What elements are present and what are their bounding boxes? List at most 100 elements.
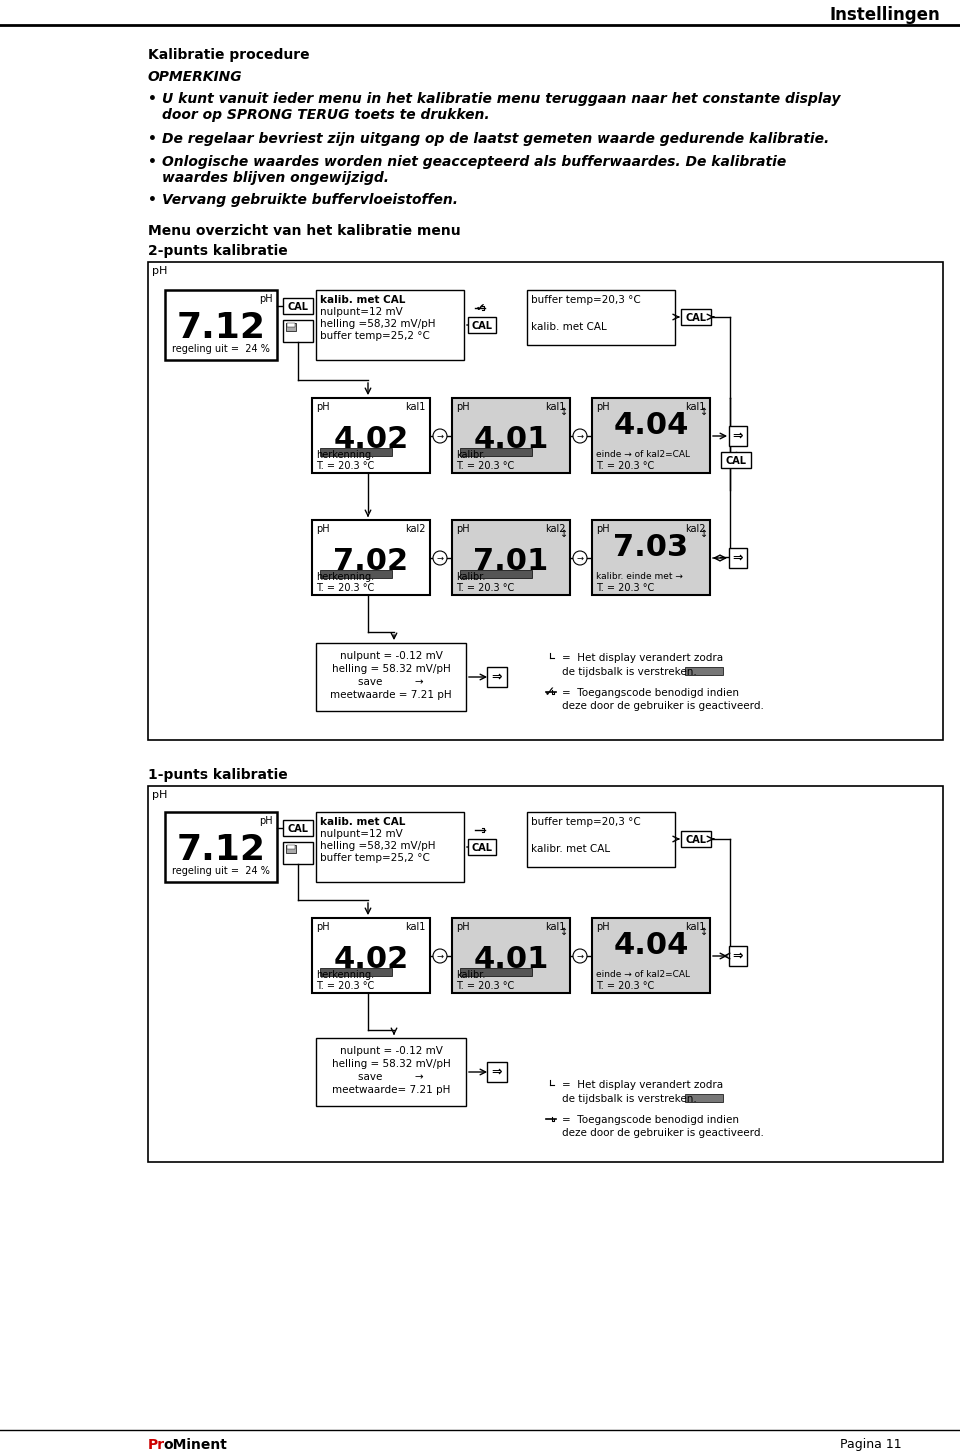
Text: herkenning.: herkenning. <box>316 571 374 582</box>
Text: 4.04: 4.04 <box>613 411 688 441</box>
Text: ✔: ✔ <box>475 302 485 313</box>
Text: ✓: ✓ <box>544 685 556 699</box>
Text: einde → of kal2=CAL: einde → of kal2=CAL <box>596 970 690 979</box>
Text: ⇒: ⇒ <box>492 1066 502 1079</box>
Bar <box>721 452 751 468</box>
Text: ⇒: ⇒ <box>492 670 502 683</box>
Text: T. = 20.3 °C: T. = 20.3 °C <box>456 981 515 992</box>
Text: nulpunt=12 mV: nulpunt=12 mV <box>320 307 403 317</box>
Bar <box>283 298 313 314</box>
Bar <box>316 289 464 361</box>
Text: CAL: CAL <box>471 321 492 332</box>
Text: 4.04: 4.04 <box>613 932 688 961</box>
Text: pH: pH <box>596 922 610 932</box>
Text: ↕: ↕ <box>560 928 568 936</box>
Bar <box>283 842 313 864</box>
Circle shape <box>542 1115 550 1122</box>
Bar <box>460 968 532 976</box>
Text: kal1: kal1 <box>406 922 426 932</box>
Text: T. = 20.3 °C: T. = 20.3 °C <box>456 461 515 471</box>
Text: =  Toegangscode benodigd indien: = Toegangscode benodigd indien <box>562 688 739 698</box>
Text: kalibr. einde met →: kalibr. einde met → <box>596 571 683 582</box>
Bar <box>681 832 711 848</box>
Text: kal1: kal1 <box>406 401 426 411</box>
Bar <box>165 811 277 883</box>
Text: 7.12: 7.12 <box>177 311 266 345</box>
Text: de tijdsbalk is verstreken.: de tijdsbalk is verstreken. <box>562 1093 697 1104</box>
Text: pH: pH <box>259 294 273 304</box>
Circle shape <box>573 949 587 963</box>
Text: 1-punts kalibratie: 1-punts kalibratie <box>148 768 288 782</box>
Circle shape <box>573 429 587 443</box>
Text: →: → <box>577 554 584 563</box>
Text: pH: pH <box>596 523 610 534</box>
Bar <box>729 426 747 446</box>
Bar <box>320 968 392 976</box>
Bar <box>468 839 496 855</box>
Circle shape <box>433 429 447 443</box>
Text: Pr: Pr <box>148 1438 165 1453</box>
Bar <box>452 398 570 473</box>
Circle shape <box>542 1077 558 1093</box>
Text: pH: pH <box>316 922 329 932</box>
Text: CAL: CAL <box>726 457 747 465</box>
Bar <box>487 1061 507 1082</box>
Text: T. = 20.3 °C: T. = 20.3 °C <box>316 981 374 992</box>
Bar <box>312 398 430 473</box>
Text: pH: pH <box>316 523 329 534</box>
Text: →: → <box>577 432 584 441</box>
Text: =  Toegangscode benodigd indien: = Toegangscode benodigd indien <box>562 1115 739 1125</box>
Text: =  Het display verandert zodra: = Het display verandert zodra <box>562 653 723 663</box>
Text: pH: pH <box>596 401 610 411</box>
Text: buffer temp=25,2 °C: buffer temp=25,2 °C <box>320 332 430 342</box>
Bar <box>452 917 570 993</box>
Text: kal2: kal2 <box>405 523 426 534</box>
Text: helling =58,32 mV/pH: helling =58,32 mV/pH <box>320 318 436 329</box>
Bar <box>316 811 464 883</box>
Bar <box>320 570 392 579</box>
Text: CAL: CAL <box>471 843 492 853</box>
Text: pH: pH <box>316 401 329 411</box>
Bar <box>316 643 466 711</box>
Text: =  Het display verandert zodra: = Het display verandert zodra <box>562 1080 723 1090</box>
Text: 7.12: 7.12 <box>177 833 266 867</box>
Circle shape <box>573 551 587 566</box>
Bar <box>681 310 711 326</box>
Text: Menu overzicht van het kalibratie menu: Menu overzicht van het kalibratie menu <box>148 224 461 238</box>
Text: meetwaarde = 7.21 pH: meetwaarde = 7.21 pH <box>330 691 452 699</box>
Text: kal2: kal2 <box>685 523 706 534</box>
Text: •: • <box>148 132 156 145</box>
Bar <box>487 667 507 686</box>
Bar <box>527 811 675 867</box>
Text: →: → <box>437 554 444 563</box>
Text: T. = 20.3 °C: T. = 20.3 °C <box>596 981 655 992</box>
Bar <box>468 317 496 333</box>
Text: kalib. met CAL: kalib. met CAL <box>320 817 405 827</box>
Circle shape <box>542 688 550 696</box>
Text: kalibr. met CAL: kalibr. met CAL <box>531 843 611 853</box>
Bar <box>685 1093 723 1102</box>
Text: herkenning.: herkenning. <box>316 449 374 459</box>
Text: Vervang gebruikte buffervloeistoffen.: Vervang gebruikte buffervloeistoffen. <box>162 193 458 206</box>
Text: •: • <box>148 193 156 206</box>
Text: T. = 20.3 °C: T. = 20.3 °C <box>316 583 374 593</box>
Circle shape <box>542 650 558 666</box>
Text: ↕: ↕ <box>560 529 568 539</box>
Bar <box>312 521 430 595</box>
Text: ↕: ↕ <box>700 407 708 417</box>
Bar <box>452 521 570 595</box>
Text: kalibr.: kalibr. <box>456 970 486 980</box>
Text: pH: pH <box>456 401 469 411</box>
Text: Onlogische waardes worden niet geaccepteerd als bufferwaardes. De kalibratie
waa: Onlogische waardes worden niet geaccepte… <box>162 156 786 185</box>
Text: ↕: ↕ <box>700 529 708 539</box>
Bar <box>592 398 710 473</box>
Text: buffer temp=25,2 °C: buffer temp=25,2 °C <box>320 853 430 864</box>
Bar <box>460 570 532 579</box>
Circle shape <box>433 949 447 963</box>
Text: ⇒: ⇒ <box>732 429 743 442</box>
Bar <box>287 845 295 849</box>
Text: pH: pH <box>456 523 469 534</box>
Text: nulpunt = -0.12 mV: nulpunt = -0.12 mV <box>340 651 443 662</box>
Text: pH: pH <box>152 790 167 800</box>
Text: T. = 20.3 °C: T. = 20.3 °C <box>316 461 374 471</box>
